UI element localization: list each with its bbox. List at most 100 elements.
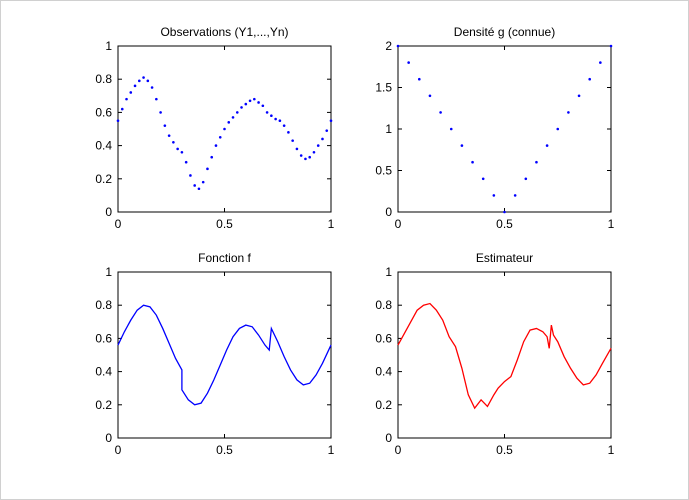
chart-title: Estimateur [476,251,533,265]
data-point [471,160,474,164]
data-point [214,144,218,147]
data-point [599,61,602,64]
data-point [155,97,158,101]
data-point [257,101,260,104]
data-point [407,61,410,64]
y-tick-label: 1 [105,39,112,53]
data-point [176,147,179,151]
data-point [312,150,316,154]
x-tick-label: 1 [328,217,335,231]
data-point [240,106,243,109]
y-tick-label: 1 [385,122,392,136]
data-point [428,94,432,98]
data-point [304,157,307,161]
chart-title: Densité g (connue) [454,25,555,39]
y-tick-label: 2 [385,39,392,53]
data-point [172,140,175,144]
data-point [316,144,320,147]
data-point [206,167,209,171]
x-tick-label: 0 [115,217,122,231]
data-point [449,127,453,131]
data-point [253,97,256,101]
data-point [142,76,145,79]
data-point [133,84,137,88]
data-point [235,111,239,114]
data-point [227,121,231,124]
data-point [125,97,128,101]
data-point [609,44,613,48]
y-tick-label: 0.4 [375,365,392,379]
data-point [418,77,421,81]
x-tick-label: 0 [395,217,402,231]
data-point [535,160,538,164]
data-point [567,111,570,114]
y-tick-label: 0.2 [95,172,112,186]
subplots: Observations (Y1,...,Yn) 0 0.5 1 0 0.2 0.4 0.6 0… [95,25,614,457]
data-point [282,124,286,127]
y-tick-label: 1.5 [375,81,392,95]
chart-title: Observations (Y1,...,Yn) [160,25,288,39]
y-tick-label: 0.8 [375,298,392,312]
data-point [184,160,188,164]
x-tick-label: 1 [608,217,615,231]
y-tick-label: 1 [385,265,392,279]
data-point [244,102,248,106]
data-point [295,147,299,151]
subplot-3: Fonction f 0 0.5 1 0 0.2 0.4 0.6 0.8 1 [95,251,334,457]
data-point [439,111,442,114]
y-tick-label: 0.2 [95,398,112,412]
data-point [396,44,400,48]
x-tick-label: 1 [328,443,335,457]
data-point [545,144,549,147]
data-point [265,111,269,114]
subplot-4: Estimateur 0 0.5 1 0 0.2 0.4 0.6 0.8 1 [375,251,614,457]
data-point [218,136,222,139]
data-point [321,137,324,141]
data-point [577,94,581,98]
data-point [270,114,273,118]
y-tick-label: 0.5 [375,164,392,178]
y-tick-label: 0.8 [95,72,112,86]
data-point [146,79,150,83]
y-tick-label: 0 [385,431,392,445]
data-point [201,180,205,184]
series-line [117,304,332,406]
data-point [129,91,133,94]
y-tick-label: 0.2 [375,398,392,412]
subplot-2: Densité g (connue) 0 0.5 1 0 0.5 1 1.5 2 [375,25,614,231]
y-tick-label: 0 [385,205,392,219]
data-point [116,119,120,122]
y-tick-label: 0.6 [95,331,112,345]
series-line [397,302,612,410]
data-point [159,111,162,114]
data-point [287,131,290,134]
x-tick-label: 0 [115,443,122,457]
data-point [167,134,171,137]
data-point [329,119,333,122]
data-point [492,194,496,197]
y-tick-label: 0.8 [95,298,112,312]
data-point [278,119,282,122]
data-point [189,174,192,177]
data-point [180,150,184,154]
x-tick-label: 0 [395,443,402,457]
y-tick-label: 0 [105,431,112,445]
data-point [210,155,214,159]
y-tick-label: 1 [105,265,112,279]
data-point [248,99,252,103]
data-point [503,210,506,214]
data-point [274,117,277,121]
data-point [223,127,226,131]
x-tick-label: 0.5 [216,217,233,231]
data-point [299,154,303,157]
chart-title: Fonction f [198,251,251,265]
data-point [556,127,560,131]
data-point [325,129,329,132]
data-point [481,177,485,181]
x-tick-label: 0.5 [216,443,233,457]
y-tick-label: 0.4 [95,365,112,379]
y-tick-label: 0.6 [375,331,392,345]
data-point [231,116,235,119]
data-point [138,79,141,83]
